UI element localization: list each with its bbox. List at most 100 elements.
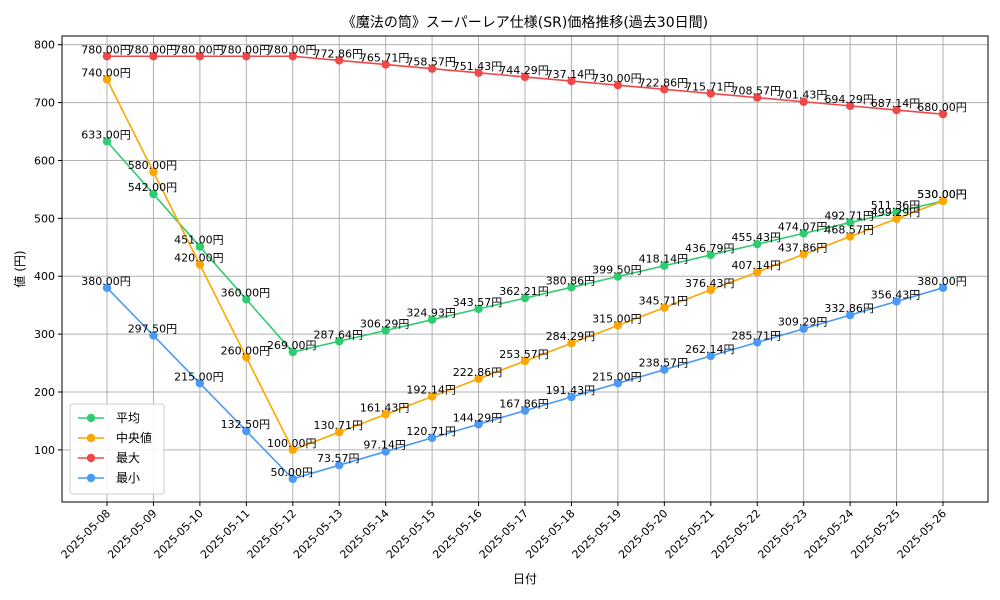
data-point [799, 324, 808, 333]
data-label: 530.00円 [917, 188, 967, 201]
data-label: 360.00円 [221, 286, 271, 299]
data-point [242, 295, 251, 304]
data-point [892, 297, 901, 306]
data-label: 780.00円 [267, 43, 317, 56]
data-point [102, 75, 112, 84]
data-point [102, 52, 112, 61]
data-point [381, 326, 390, 335]
data-label: 765.71円 [360, 52, 410, 65]
data-point [567, 392, 576, 402]
data-label: 120.71円 [406, 425, 456, 438]
data-point [938, 109, 948, 119]
data-point [335, 461, 344, 470]
data-point [892, 207, 901, 216]
data-label: 468.57円 [824, 224, 874, 237]
data-label: 287.64円 [313, 328, 363, 341]
data-point [149, 52, 158, 61]
data-label: 356.43円 [871, 288, 921, 301]
data-point [102, 283, 112, 293]
chart-title: 《魔法の筒》スーパーレア仕様(SR)価格推移(過去30日間) [342, 14, 708, 31]
data-point [660, 85, 669, 94]
data-point [567, 283, 576, 292]
data-point [613, 321, 623, 330]
data-point [242, 353, 251, 362]
data-labels: 633.00円 542.00円 451.00円 360.00円 269.00円287.6… [81, 43, 967, 479]
data-point [381, 60, 390, 69]
data-label: 345.71円 [639, 295, 689, 308]
data-point [567, 339, 576, 348]
data-point [149, 331, 158, 340]
data-label: 758.57円 [406, 56, 456, 69]
data-point [613, 81, 623, 90]
data-label: 97.14円 [363, 439, 406, 452]
data-point [706, 351, 715, 361]
data-point [706, 250, 715, 260]
data-point [195, 379, 205, 388]
data-point [660, 261, 669, 270]
data-label: 772.86円 [313, 47, 363, 60]
data-label: 215.00円 [592, 370, 642, 383]
data-label: 380.00円 [81, 275, 131, 288]
data-label: 262.14円 [685, 343, 735, 356]
data-label: 253.57円 [499, 348, 549, 361]
data-point [753, 338, 762, 347]
data-label: 269.00円 [267, 339, 317, 352]
data-label: 542.00円 [128, 181, 178, 194]
data-label: 474.07円 [778, 220, 828, 233]
data-point [845, 218, 855, 227]
data-label: 530.00円 [917, 188, 967, 201]
data-label: 492.71円 [824, 210, 874, 223]
data-label: 744.29円 [499, 64, 549, 77]
data-point [474, 304, 483, 314]
data-point [381, 447, 390, 456]
data-label: 315.00円 [592, 312, 642, 325]
data-label: 436.79円 [685, 242, 735, 255]
data-label: 730.00円 [592, 72, 642, 85]
data-label: 50.00円 [271, 466, 314, 479]
data-point [427, 315, 437, 324]
series [102, 52, 948, 484]
data-label: 130.71円 [313, 419, 363, 432]
data-label: 455.43円 [731, 231, 781, 244]
data-point [242, 52, 251, 61]
data-label: 722.86円 [639, 76, 689, 89]
y-tick-label: 100 [34, 444, 55, 457]
data-point [753, 239, 762, 249]
data-label: 309.29円 [778, 316, 828, 329]
data-label: 780.00円 [81, 43, 131, 56]
y-tick-label: 400 [34, 270, 55, 283]
data-label: 285.71円 [731, 329, 781, 342]
data-label: 222.86円 [453, 366, 503, 379]
data-label: 708.57円 [731, 85, 781, 98]
y-tick-label: 500 [34, 212, 55, 225]
data-label: 161.43円 [360, 401, 410, 414]
data-point [613, 272, 623, 281]
data-point [892, 214, 901, 223]
data-label: 380.00円 [917, 275, 967, 288]
data-label: 297.50円 [128, 323, 178, 336]
data-label: 362.21円 [499, 285, 549, 298]
data-point [706, 285, 715, 295]
data-label: 687.14円 [871, 97, 921, 110]
data-point [660, 365, 669, 374]
data-point [335, 337, 344, 346]
data-label: 284.29円 [546, 330, 596, 343]
data-point [520, 72, 530, 82]
data-label: 132.50円 [221, 418, 271, 431]
y-tick-label: 600 [34, 154, 55, 167]
data-point [799, 229, 808, 238]
data-label: 192.14円 [406, 384, 456, 397]
data-point [938, 196, 948, 206]
data-label: 376.43円 [685, 277, 735, 290]
data-label: 238.57円 [639, 357, 689, 370]
y-axis-label: 値 (円) [12, 250, 27, 287]
data-label: 332.86円 [824, 302, 874, 315]
data-label: 511.36円 [871, 199, 921, 212]
data-point [335, 56, 344, 65]
data-label: 780.00円 [221, 43, 271, 56]
data-point [845, 232, 855, 241]
y-tick-label: 300 [34, 328, 55, 341]
data-point [242, 426, 251, 436]
